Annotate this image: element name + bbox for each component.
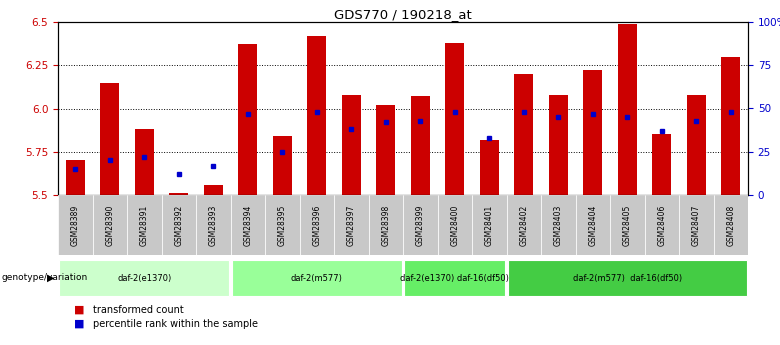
Text: GSM28399: GSM28399 bbox=[416, 204, 425, 246]
Bar bbox=[644, 195, 679, 255]
Bar bbox=[686, 95, 706, 195]
Bar bbox=[480, 140, 498, 195]
Text: GSM28390: GSM28390 bbox=[105, 204, 114, 246]
Text: GSM28392: GSM28392 bbox=[174, 204, 183, 246]
Bar bbox=[714, 195, 748, 255]
Text: GSM28403: GSM28403 bbox=[554, 204, 562, 246]
Bar bbox=[583, 70, 602, 195]
Bar bbox=[196, 195, 231, 255]
Bar bbox=[204, 185, 223, 195]
Text: daf-2(m577): daf-2(m577) bbox=[291, 274, 342, 283]
Bar bbox=[161, 195, 196, 255]
Bar bbox=[376, 105, 395, 195]
Text: ■: ■ bbox=[73, 305, 84, 315]
Bar bbox=[265, 195, 300, 255]
Text: GDS770 / 190218_at: GDS770 / 190218_at bbox=[334, 8, 472, 21]
Text: GSM28402: GSM28402 bbox=[519, 204, 528, 246]
Bar bbox=[411, 96, 430, 195]
Text: GSM28405: GSM28405 bbox=[622, 204, 632, 246]
Bar bbox=[307, 36, 326, 195]
Bar bbox=[342, 95, 360, 195]
Bar bbox=[618, 24, 636, 195]
Bar bbox=[58, 195, 93, 255]
Bar bbox=[514, 74, 534, 195]
Text: percentile rank within the sample: percentile rank within the sample bbox=[93, 319, 258, 329]
Text: ▶: ▶ bbox=[47, 273, 54, 283]
Text: transformed count: transformed count bbox=[93, 305, 184, 315]
Bar bbox=[445, 43, 464, 195]
Bar bbox=[93, 195, 127, 255]
Bar bbox=[127, 195, 161, 255]
Text: GSM28393: GSM28393 bbox=[209, 204, 218, 246]
Bar bbox=[66, 160, 85, 195]
Bar bbox=[472, 195, 506, 255]
Bar bbox=[576, 195, 610, 255]
Text: GSM28397: GSM28397 bbox=[347, 204, 356, 246]
Text: GSM28398: GSM28398 bbox=[381, 204, 390, 246]
Bar bbox=[506, 195, 541, 255]
Text: ■: ■ bbox=[73, 319, 84, 329]
Text: GSM28406: GSM28406 bbox=[658, 204, 666, 246]
Text: GSM28407: GSM28407 bbox=[692, 204, 700, 246]
Text: GSM28401: GSM28401 bbox=[484, 204, 494, 246]
Bar bbox=[541, 195, 576, 255]
Text: GSM28395: GSM28395 bbox=[278, 204, 287, 246]
Bar bbox=[59, 260, 229, 296]
Text: daf-2(m577)  daf-16(df50): daf-2(m577) daf-16(df50) bbox=[573, 274, 682, 283]
Bar bbox=[549, 95, 568, 195]
Bar bbox=[101, 82, 119, 195]
Text: GSM28400: GSM28400 bbox=[450, 204, 459, 246]
Bar bbox=[404, 260, 505, 296]
Text: daf-2(e1370): daf-2(e1370) bbox=[117, 274, 172, 283]
Bar bbox=[238, 45, 257, 195]
Bar bbox=[135, 129, 154, 195]
Bar bbox=[232, 260, 402, 296]
Bar bbox=[368, 195, 403, 255]
Text: genotype/variation: genotype/variation bbox=[2, 274, 88, 283]
Bar bbox=[231, 195, 265, 255]
Bar bbox=[334, 195, 368, 255]
Bar bbox=[300, 195, 334, 255]
Text: GSM28391: GSM28391 bbox=[140, 204, 149, 246]
Bar bbox=[403, 195, 438, 255]
Bar bbox=[652, 135, 672, 195]
Bar bbox=[438, 195, 472, 255]
Text: GSM28389: GSM28389 bbox=[71, 204, 80, 246]
Text: GSM28394: GSM28394 bbox=[243, 204, 252, 246]
Text: GSM28396: GSM28396 bbox=[312, 204, 321, 246]
Bar bbox=[273, 136, 292, 195]
Text: daf-2(e1370) daf-16(df50): daf-2(e1370) daf-16(df50) bbox=[400, 274, 509, 283]
Bar bbox=[508, 260, 747, 296]
Bar bbox=[610, 195, 644, 255]
Text: GSM28404: GSM28404 bbox=[588, 204, 597, 246]
Bar bbox=[679, 195, 714, 255]
Text: GSM28408: GSM28408 bbox=[726, 204, 736, 246]
Bar bbox=[169, 193, 188, 195]
Bar bbox=[722, 57, 740, 195]
